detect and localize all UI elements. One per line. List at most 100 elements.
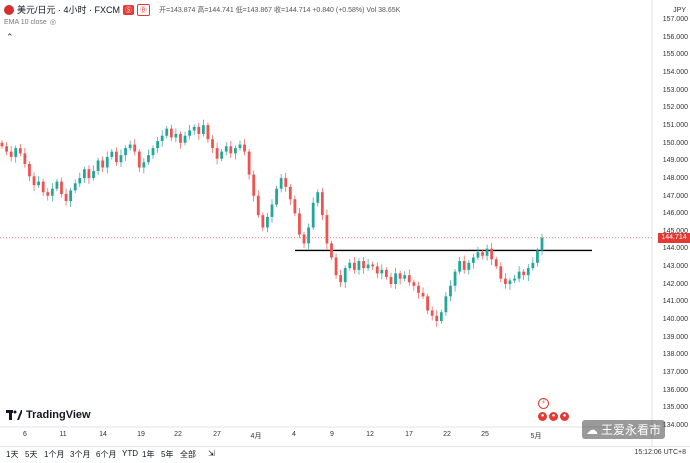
candle-body bbox=[444, 296, 448, 313]
price-tick-label: 145.000 bbox=[662, 227, 688, 235]
time-tick-label: 22 bbox=[174, 431, 182, 438]
price-tick-label: 143.000 bbox=[662, 263, 688, 271]
candle-body bbox=[334, 257, 338, 276]
candle-body bbox=[55, 181, 59, 189]
candle-body bbox=[449, 285, 452, 297]
candle-body bbox=[398, 273, 402, 279]
candle-body bbox=[522, 271, 526, 276]
time-tick-label: 4 bbox=[292, 431, 296, 438]
candle-body bbox=[348, 262, 352, 269]
event-flag-icon-2[interactable]: ● bbox=[549, 412, 558, 421]
timeframe-1d[interactable]: 1天 bbox=[6, 450, 19, 459]
buy-tag[interactable]: Ⓑ bbox=[137, 3, 150, 16]
candle-body bbox=[471, 257, 475, 263]
candle-body bbox=[169, 128, 173, 138]
timeframe-5d[interactable]: 5天 bbox=[25, 450, 38, 459]
time-tick-label: 14 bbox=[99, 431, 107, 438]
candle-body bbox=[298, 213, 301, 235]
candle-body bbox=[279, 178, 283, 189]
candle-body bbox=[343, 268, 347, 283]
candle-body bbox=[439, 312, 443, 322]
candle-body bbox=[64, 193, 68, 202]
candle-body bbox=[385, 269, 388, 277]
price-tick-label: 149.000 bbox=[662, 157, 688, 165]
ema-indicator[interactable]: EMA 10 close ◎ bbox=[4, 18, 56, 27]
date-range-icon[interactable]: ⇲ bbox=[208, 449, 215, 458]
candle-body bbox=[293, 199, 297, 214]
candle-body bbox=[224, 146, 228, 152]
candle-body bbox=[357, 261, 361, 270]
candle-body bbox=[165, 128, 169, 136]
price-tick-label: 151.000 bbox=[662, 121, 688, 129]
event-flag-icon-3[interactable]: ● bbox=[560, 412, 569, 421]
watermark-text: 王爱永看市 bbox=[601, 423, 662, 437]
candle-body bbox=[307, 227, 311, 244]
time-tick-label: 4月 bbox=[250, 433, 262, 440]
candle-body bbox=[41, 181, 45, 193]
candle-body bbox=[435, 315, 439, 322]
timeframe-ytd[interactable]: YTD bbox=[122, 449, 138, 458]
price-tick-label: 148.000 bbox=[662, 174, 688, 182]
candle-body bbox=[284, 178, 288, 187]
watermark: ☁ 王爱永看市 bbox=[582, 420, 666, 439]
sell-tag[interactable]: Ⓢ bbox=[123, 4, 134, 15]
timeframe-6m[interactable]: 6个月 bbox=[96, 450, 117, 459]
candle-body bbox=[101, 160, 105, 168]
candle-body bbox=[78, 178, 82, 184]
lightning-event-icon[interactable]: ⚡ bbox=[538, 398, 549, 409]
price-tick-label: 155.000 bbox=[662, 51, 688, 59]
price-tick-label: 136.000 bbox=[662, 386, 688, 394]
candle-body bbox=[110, 151, 114, 157]
candle-body bbox=[325, 215, 329, 244]
timeframe-3m[interactable]: 3个月 bbox=[70, 450, 91, 459]
candle-body bbox=[513, 278, 516, 281]
candle-body bbox=[339, 275, 343, 283]
price-tick-label: 156.000 bbox=[662, 33, 688, 41]
candle-body bbox=[462, 261, 466, 270]
price-tick-label: 141.000 bbox=[662, 298, 688, 306]
candle-body bbox=[233, 148, 237, 154]
price-tick-label: 138.000 bbox=[662, 351, 688, 359]
symbol-title[interactable]: 美元/日元 · 4小时 · FXCM bbox=[17, 5, 120, 15]
timeframe-1y[interactable]: 1年 bbox=[142, 450, 155, 459]
candle-body bbox=[179, 133, 182, 143]
price-tick-label: 134.000 bbox=[662, 421, 688, 429]
candle-body bbox=[256, 195, 260, 216]
candle-body bbox=[247, 151, 251, 175]
candle-body bbox=[23, 153, 27, 164]
candle-body bbox=[156, 141, 159, 149]
candle-body bbox=[124, 148, 127, 156]
candle-body bbox=[50, 188, 54, 196]
candle-body bbox=[499, 266, 503, 279]
candle-body bbox=[174, 133, 178, 138]
bottom-toolbar: 1天 5天 1个月 3个月 6个月 YTD 1年 5年 全部 ⇲ 15:12:0… bbox=[0, 446, 690, 463]
candle-body bbox=[467, 262, 471, 270]
timeframe-all[interactable]: 全部 bbox=[180, 450, 196, 459]
timeframe-1m[interactable]: 1个月 bbox=[44, 450, 65, 459]
candle-body bbox=[485, 248, 489, 256]
candle-body bbox=[252, 174, 256, 196]
candle-body bbox=[540, 237, 544, 251]
logo-text: TradingView bbox=[26, 409, 91, 421]
candle-body bbox=[375, 266, 379, 274]
time-tick-label: 12 bbox=[366, 431, 374, 438]
candle-body bbox=[275, 188, 278, 205]
candle-body bbox=[211, 139, 214, 149]
event-flag-icon[interactable]: ● bbox=[538, 412, 547, 421]
candle-body bbox=[96, 160, 100, 172]
candle-body bbox=[481, 252, 484, 256]
candle-body bbox=[147, 155, 150, 163]
ema-label: EMA 10 close bbox=[4, 18, 47, 26]
candle-body bbox=[417, 285, 420, 293]
timeframe-5y[interactable]: 5年 bbox=[161, 450, 174, 459]
candle-body bbox=[458, 261, 462, 272]
time-tick-label: 22 bbox=[443, 431, 451, 438]
price-tick-label: 139.000 bbox=[662, 333, 688, 341]
eye-icon[interactable]: ◎ bbox=[49, 19, 56, 26]
time-display[interactable]: 15:12:06 UTC+8 bbox=[634, 449, 686, 456]
price-tick-label: 147.000 bbox=[662, 192, 688, 200]
candle-body bbox=[266, 216, 269, 228]
collapse-legend-icon[interactable]: ⌃ bbox=[6, 32, 14, 42]
